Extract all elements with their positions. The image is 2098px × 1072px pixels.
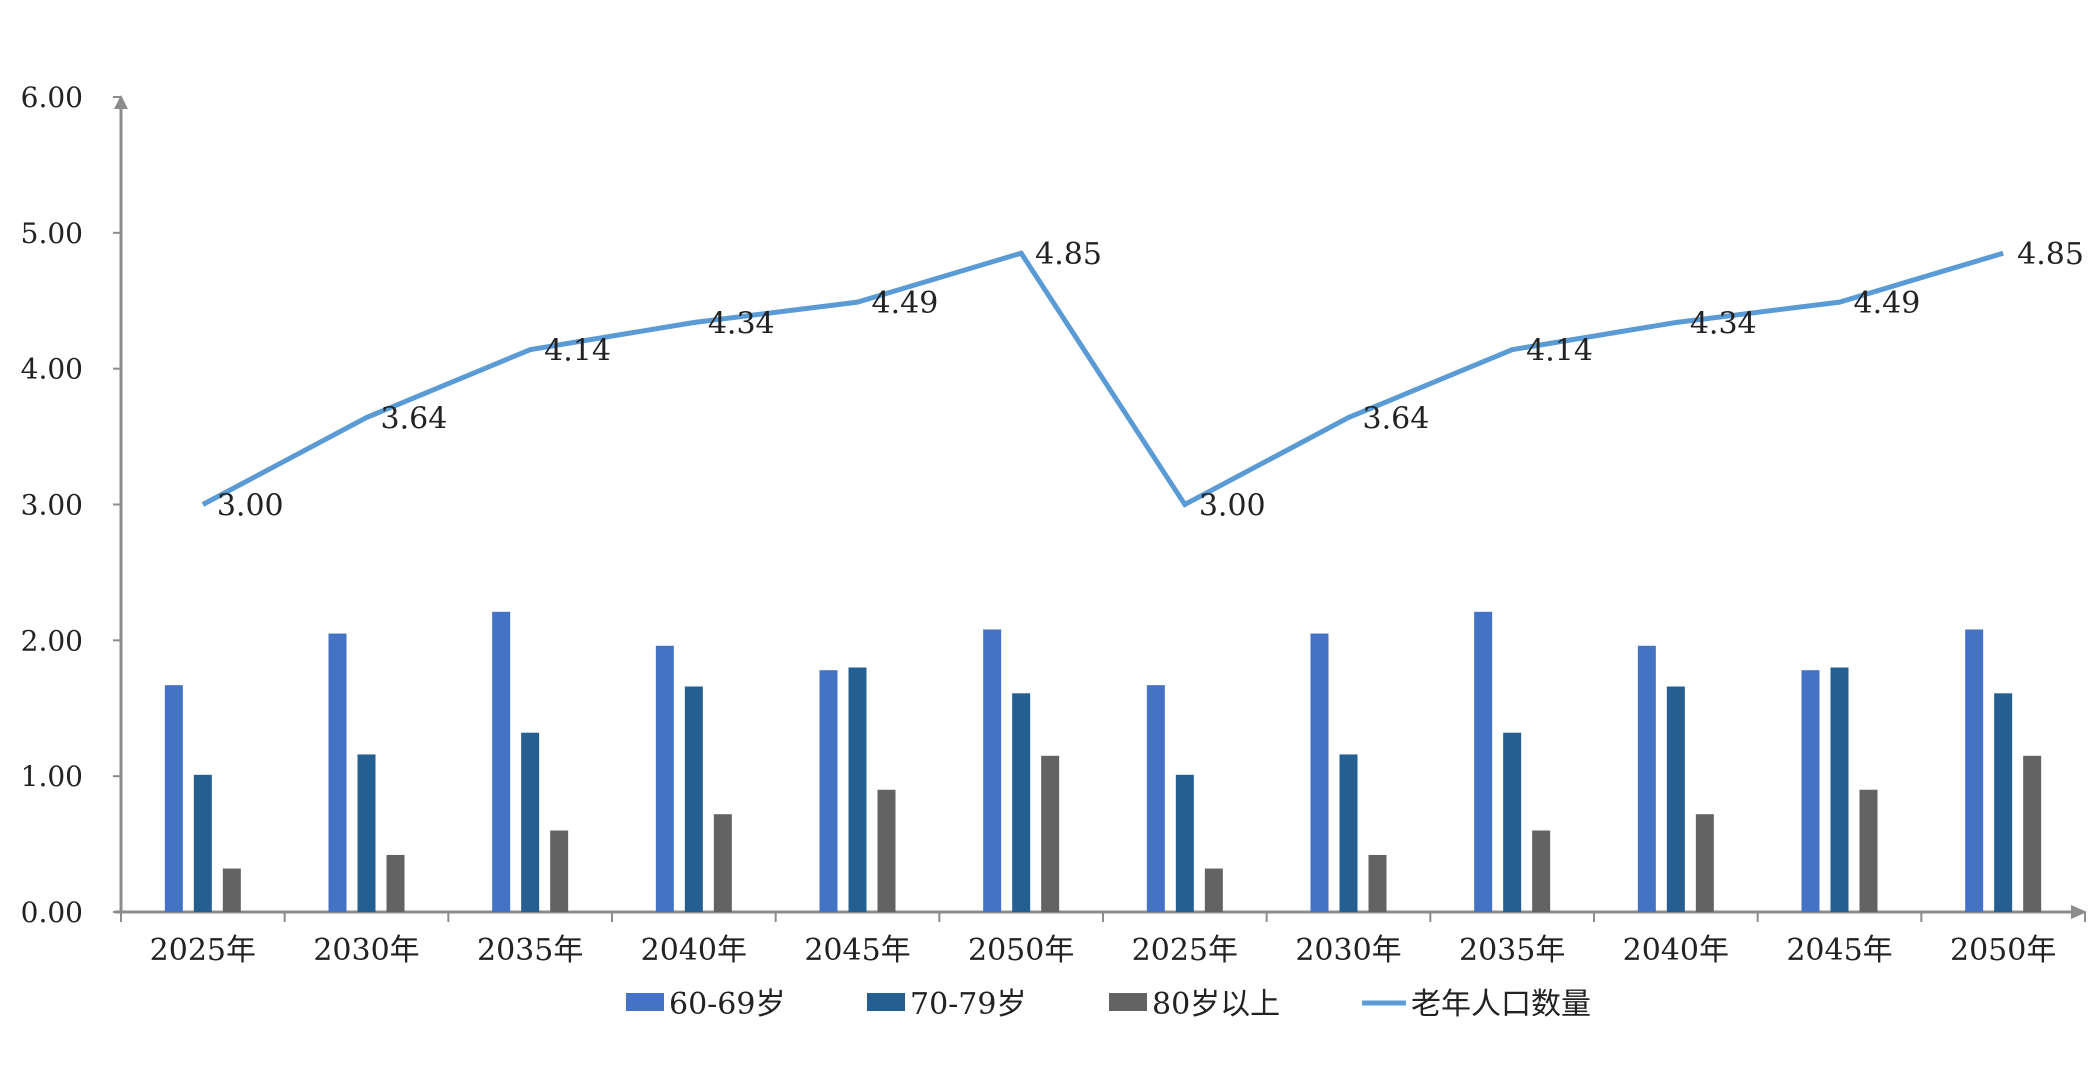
- bar-60-69--5: [983, 629, 1001, 912]
- line-data-label: 4.49: [1854, 286, 1921, 321]
- x-tick-label: 2035年: [477, 933, 583, 968]
- x-tick-label: 2035年: [1459, 933, 1565, 968]
- x-tick-label: 2050年: [1950, 933, 2056, 968]
- line-data-label: 4.85: [1035, 237, 1102, 272]
- legend-label-1: 70-79岁: [910, 987, 1026, 1022]
- bar-80--0: [223, 869, 241, 912]
- bar-60-69--2: [492, 612, 510, 912]
- y-tick-label: 5.00: [21, 217, 83, 250]
- line-total-elderly: [203, 253, 2003, 504]
- bar-70-79--11: [1994, 693, 2012, 912]
- x-tick-label: 2050年: [968, 933, 1074, 968]
- line-data-label: 4.49: [872, 286, 939, 321]
- bar-70-79--9: [1667, 687, 1685, 912]
- x-tick-label: 2040年: [641, 933, 747, 968]
- legend: 60-69岁 70-79岁 80岁以上 老年人口数量: [626, 987, 1591, 1022]
- line-series: [203, 253, 2004, 504]
- y-tick-label: 4.00: [21, 353, 83, 386]
- bar-70-79--4: [849, 668, 867, 913]
- x-tick-label: 2025年: [1132, 933, 1238, 968]
- line-data-label: 4.14: [544, 334, 611, 369]
- bar-60-69--10: [1802, 670, 1820, 912]
- bar-60-69--0: [165, 685, 183, 912]
- y-tick-label: 6.00: [21, 81, 83, 114]
- legend-label-2: 80岁以上: [1152, 987, 1280, 1022]
- line-data-label: 3.64: [381, 402, 448, 437]
- bar-80--3: [714, 814, 732, 912]
- bar-60-69--7: [1311, 634, 1329, 912]
- bar-60-69--8: [1474, 612, 1492, 912]
- line-data-label: 4.85: [2017, 237, 2084, 272]
- legend-swatch-0: [626, 993, 664, 1011]
- x-tick-label: 2045年: [1786, 933, 1892, 968]
- line-data-label: 4.34: [1690, 306, 1757, 341]
- bar-70-79--0: [194, 775, 212, 912]
- bar-80--6: [1205, 869, 1223, 912]
- bar-80--7: [1369, 855, 1387, 912]
- bar-70-79--10: [1831, 668, 1849, 913]
- line-data-label: 3.00: [217, 489, 284, 524]
- x-tick-label: 2030年: [1295, 933, 1401, 968]
- bar-80--11: [2023, 756, 2041, 912]
- bar-series: [165, 612, 2041, 912]
- y-tick-label: 2.00: [21, 624, 83, 657]
- bar-80--8: [1532, 831, 1550, 913]
- y-tick-label: 0.00: [21, 896, 83, 929]
- legend-swatch-1: [867, 993, 905, 1011]
- data-labels: 3.00 3.64 4.14 4.34 4.49 4.85 3.00 3.64 4.14 4.34…: [217, 237, 2084, 523]
- bar-60-69--11: [1965, 629, 1983, 912]
- bar-70-79--1: [358, 754, 376, 912]
- bar-60-69--4: [820, 670, 838, 912]
- bar-70-79--7: [1340, 754, 1358, 912]
- bar-80--2: [550, 831, 568, 913]
- bar-60-69--1: [329, 634, 347, 912]
- bar-70-79--5: [1012, 693, 1030, 912]
- x-tick-label: 2025年: [150, 933, 256, 968]
- bar-80--10: [1860, 790, 1878, 912]
- x-tick-label: 2040年: [1623, 933, 1729, 968]
- bar-80--1: [387, 855, 405, 912]
- legend-label-0: 60-69岁: [669, 987, 785, 1022]
- bar-70-79--6: [1176, 775, 1194, 912]
- y-tick-label: 3.00: [21, 489, 83, 522]
- line-data-label: 4.34: [708, 306, 775, 341]
- bar-70-79--8: [1503, 733, 1521, 912]
- x-tick-label: 2045年: [804, 933, 910, 968]
- y-tick-label: 1.00: [21, 760, 83, 793]
- line-data-label: 3.00: [1199, 489, 1266, 524]
- line-data-label: 4.14: [1526, 334, 1593, 369]
- bar-80--9: [1696, 814, 1714, 912]
- bar-60-69--6: [1147, 685, 1165, 912]
- bar-80--4: [878, 790, 896, 912]
- x-tick-label: 2030年: [313, 933, 419, 968]
- bar-60-69--9: [1638, 646, 1656, 912]
- bar-70-79--2: [521, 733, 539, 912]
- legend-swatch-2: [1109, 993, 1147, 1011]
- line-data-label: 3.64: [1363, 402, 1430, 437]
- bar-60-69--3: [656, 646, 674, 912]
- legend-label-3: 老年人口数量: [1411, 987, 1591, 1022]
- bar-70-79--3: [685, 687, 703, 912]
- bar-80--5: [1041, 756, 1059, 912]
